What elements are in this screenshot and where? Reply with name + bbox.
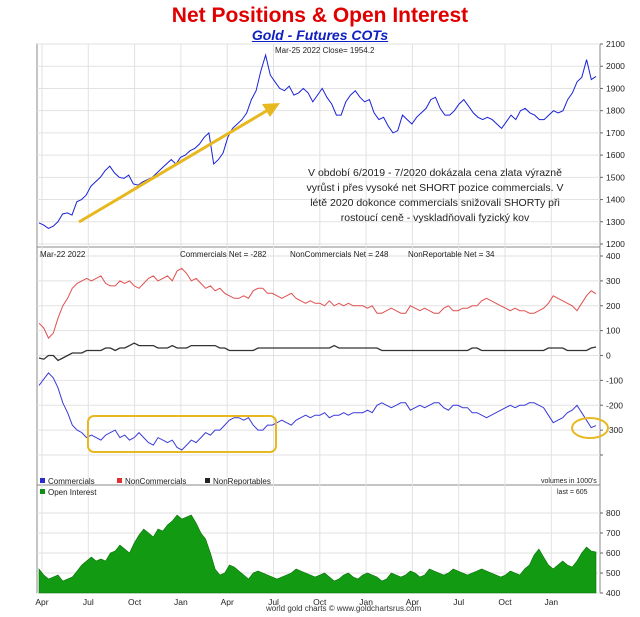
net-date-label: Mar-22 2022 [40, 250, 86, 259]
y-tick-label: 1700 [606, 128, 625, 138]
x-tick-label: Apr [221, 597, 234, 607]
y-tick-label: 1200 [606, 239, 625, 249]
chart-title: Net Positions & Open Interest [171, 4, 469, 27]
x-tick-label: Jul [268, 597, 279, 607]
price-header: Mar-25 2022 Close= 1954.2 [275, 46, 375, 55]
y-tick-label: -200 [606, 400, 623, 410]
y-tick-label: -300 [606, 425, 623, 435]
highlight-ellipse [571, 417, 609, 439]
nonreportable-net-label: NonReportable Net = 34 [408, 250, 495, 259]
legend-noncommercials-swatch [117, 478, 122, 483]
trend-arrow-shaft [78, 108, 269, 224]
y-tick-label: 0 [606, 351, 611, 361]
x-tick-label: Apr [35, 597, 48, 607]
x-tick-label: Jan [544, 597, 558, 607]
y-tick-label: 2100 [606, 39, 625, 49]
y-tick-label: 400 [606, 588, 620, 598]
y-tick-label: 1800 [606, 106, 625, 116]
x-tick-label: Jul [453, 597, 464, 607]
x-tick-label: Jan [359, 597, 373, 607]
y-tick-label: 700 [606, 528, 620, 538]
y-tick-label: 1600 [606, 150, 625, 160]
y-tick-label: 200 [606, 301, 620, 311]
footer-credit: world gold charts © www.goldchartsrus.co… [265, 604, 422, 613]
legend-commercials-label: Commercials [48, 477, 95, 486]
x-tick-label: Apr [406, 597, 419, 607]
y-tick-label: 1400 [606, 195, 625, 205]
y-tick-label: 400 [606, 251, 620, 261]
y-tick-label: 2000 [606, 61, 625, 71]
net-panel-frame [36, 246, 601, 486]
y-tick-label: 1300 [606, 217, 625, 227]
chart-subtitle: Gold - Futures COTs [251, 27, 389, 43]
nonreportables-line [38, 342, 597, 362]
legend-nonreportables-label: NonReportables [213, 477, 271, 486]
y-tick-label: 1500 [606, 172, 625, 182]
oi-last-label: last = 605 [557, 489, 588, 496]
commercials-net-label: Commercials Net = -282 [180, 250, 267, 259]
y-tick-label: 100 [606, 326, 620, 336]
noncommercials-line [38, 267, 597, 339]
y-tick-label: 300 [606, 276, 620, 286]
x-axis: Apr Jul Oct Jan Apr Jul Oct Jan Apr Jul Oct Jan [35, 597, 558, 607]
highlight-box [87, 415, 277, 453]
open-interest-area [38, 514, 597, 594]
y-tick-label: -100 [606, 375, 623, 385]
x-tick-label: Oct [313, 597, 327, 607]
x-tick-label: Jul [83, 597, 94, 607]
x-tick-label: Oct [128, 597, 142, 607]
units-note: volumes in 1000's [541, 478, 597, 485]
legend-commercials-swatch [40, 478, 45, 483]
annotation-text: V období 6/2019 - 7/2020 dokázala cena z… [306, 167, 564, 224]
oi-header: Open Interest [48, 488, 97, 497]
noncommercials-net-label: NonCommercials Net = 248 [290, 250, 389, 259]
legend-noncommercials-label: NonCommercials [125, 477, 186, 486]
x-tick-label: Oct [498, 597, 512, 607]
price-line [38, 53, 597, 229]
y-tick-label: 500 [606, 568, 620, 578]
y-axes: 1200130014001500160017001800190020002100… [600, 39, 625, 598]
y-tick-label: 600 [606, 548, 620, 558]
x-tick-label: Jan [174, 597, 188, 607]
trend-arrow-head [262, 103, 280, 117]
legend-oi-swatch [40, 489, 45, 494]
gridlines [37, 43, 600, 594]
legend-nonreportables-swatch [205, 478, 210, 483]
y-tick-label: 1900 [606, 83, 625, 93]
commercials-line [38, 372, 597, 451]
y-tick-label: 800 [606, 508, 620, 518]
